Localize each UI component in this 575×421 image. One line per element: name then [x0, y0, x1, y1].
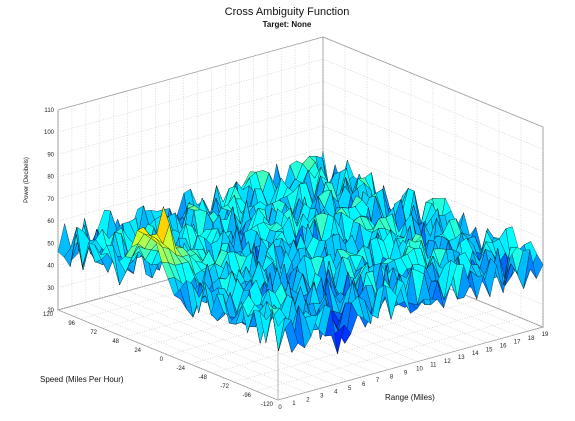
y-tick-label: 48 — [112, 339, 119, 345]
x-tick-label: 5 — [348, 386, 352, 392]
z-tick-label: 20 — [47, 308, 54, 314]
x-tick-label: 17 — [514, 340, 521, 346]
y-tick-label: 0 — [160, 357, 164, 363]
x-tick-label: 3 — [320, 394, 324, 400]
y-tick-label: -48 — [198, 375, 207, 381]
y-grid-line — [211, 100, 478, 374]
y-tick-label: -96 — [242, 393, 251, 399]
z-tick-label: 50 — [47, 241, 54, 247]
x-tick-label: 18 — [528, 336, 535, 342]
y-axis-label: Speed (Miles Per Hour) — [40, 375, 124, 384]
y-grid-line — [255, 118, 522, 392]
x-axis-label: Range (Miles) — [385, 393, 435, 402]
x-tick-label: 15 — [486, 347, 493, 353]
z-grid-line — [57, 81, 544, 172]
x-tick-label: 19 — [542, 332, 549, 338]
x-tick-label: 16 — [500, 344, 507, 350]
x-tick-label: 0 — [278, 405, 282, 411]
y-tick-label: 72 — [90, 330, 97, 336]
x-tick-label: 8 — [390, 374, 394, 380]
x-tick-label: 9 — [404, 370, 408, 376]
z-tick-label: 110 — [44, 108, 54, 114]
x-tick-label: 10 — [416, 367, 423, 373]
z-tick-label: 80 — [47, 175, 54, 181]
x-tick-label: 1 — [292, 401, 296, 407]
z-tick-label: 60 — [47, 219, 54, 225]
z-tick-label: 100 — [44, 130, 55, 136]
z-grid-line — [57, 147, 544, 239]
y-tick-label: 120 — [43, 312, 54, 318]
surface-facet — [271, 308, 285, 351]
x-tick-label: 12 — [444, 359, 451, 365]
x-tick-label: 2 — [306, 397, 310, 403]
x-tick-label: 7 — [376, 378, 380, 384]
z-tick-label: 90 — [47, 152, 54, 158]
y-grid-line — [167, 82, 434, 356]
y-grid-line — [57, 37, 324, 311]
y-tick-label: -120 — [261, 402, 274, 408]
x-tick-label: 14 — [472, 351, 479, 357]
z-grid-line — [57, 58, 544, 150]
axis-ticks: 2030405060708090100110012345678910111213… — [43, 108, 549, 411]
chart-title: Cross Ambiguity Function — [225, 6, 350, 18]
y-tick-label: -24 — [176, 366, 185, 372]
y-tick-label: 96 — [68, 321, 75, 327]
z-tick-label: 30 — [47, 286, 54, 292]
z-grid-line — [57, 125, 544, 217]
z-grid-line — [57, 36, 544, 128]
y-tick-label: 24 — [134, 348, 141, 354]
y-grid-line — [277, 127, 544, 401]
surface-plot — [57, 151, 544, 355]
y-tick-label: -72 — [220, 384, 229, 390]
z-tick-label: 70 — [47, 197, 54, 203]
x-tick-label: 6 — [362, 382, 366, 388]
chart-subtitle: Target: None — [263, 20, 312, 29]
z-grid-line — [57, 103, 544, 194]
y-grid-line — [79, 46, 346, 320]
z-tick-label: 40 — [47, 264, 54, 270]
x-tick-label: 4 — [334, 390, 338, 396]
y-grid-line — [233, 109, 500, 383]
x-tick-label: 13 — [458, 355, 465, 361]
z-axis-label: Power (Decibels) — [24, 157, 30, 203]
x-tick-label: 11 — [430, 363, 437, 369]
